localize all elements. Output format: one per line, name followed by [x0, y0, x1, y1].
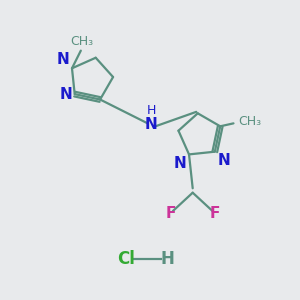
Text: F: F — [165, 206, 176, 221]
Text: N: N — [60, 87, 72, 102]
Text: N: N — [145, 118, 158, 133]
Text: H: H — [147, 104, 156, 117]
Text: H: H — [161, 250, 175, 268]
Text: Cl: Cl — [118, 250, 135, 268]
Text: N: N — [217, 153, 230, 168]
Text: CH₃: CH₃ — [238, 116, 261, 128]
Text: F: F — [210, 206, 220, 221]
Text: N: N — [174, 156, 187, 171]
Text: N: N — [57, 52, 70, 67]
Text: CH₃: CH₃ — [71, 35, 94, 48]
